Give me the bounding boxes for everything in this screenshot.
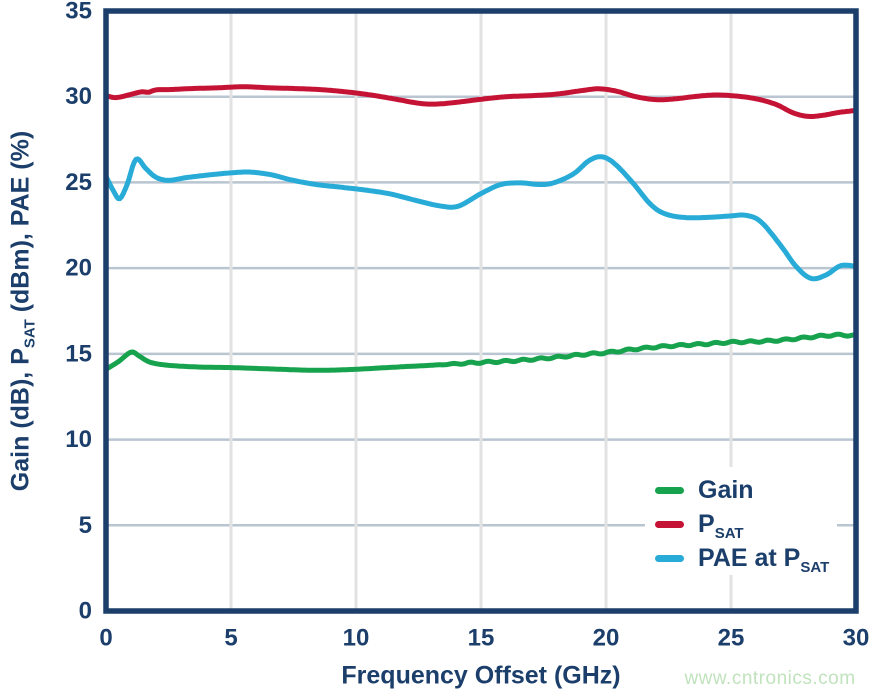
x-tick-label: 5 — [224, 625, 237, 652]
y-tick-label: 0 — [79, 598, 92, 625]
y-tick-label: 15 — [65, 340, 92, 367]
y-axis-title: Gain (dB), PSAT (dBm), PAE (%) — [6, 130, 39, 492]
plot-frame — [103, 8, 859, 614]
y-tick-label: 20 — [65, 255, 92, 282]
y-tick-label: 35 — [65, 0, 92, 25]
curve-psat — [106, 84, 856, 119]
watermark-text: www.cntronics.com — [684, 668, 856, 689]
y-tick-label: 25 — [65, 169, 92, 196]
legend-label-pae-at-psat: PAE at PSAT — [698, 543, 830, 576]
x-tick-label: 25 — [718, 625, 745, 652]
legend-label-psat: PSAT — [698, 510, 744, 542]
curve-pae-at-psat — [106, 154, 856, 282]
x-tick-label: 20 — [593, 625, 620, 652]
y-tick-label: 30 — [65, 83, 92, 110]
legend-label-gain: Gain — [698, 476, 754, 505]
legend-item-pae-at-psat: PAE at PSAT — [645, 541, 837, 575]
x-axis-title: Frequency Offset (GHz) — [341, 661, 621, 690]
legend-swatch-gain — [655, 487, 684, 495]
legend-item-psat: PSAT — [645, 508, 837, 542]
legend-swatch-psat — [655, 521, 684, 528]
y-tick-label: 10 — [65, 426, 92, 453]
legend-swatch-pae-at-psat — [655, 554, 684, 562]
x-tick-label: 10 — [343, 625, 370, 652]
curve-gain — [106, 331, 856, 373]
x-tick-label: 30 — [843, 625, 870, 652]
legend-item-gain: Gain — [645, 474, 837, 508]
x-tick-label: 0 — [99, 625, 112, 652]
y-tick-label: 5 — [79, 512, 92, 539]
legend: Gain PSAT PAE at PSAT — [645, 467, 837, 575]
x-tick-label: 15 — [468, 625, 495, 652]
